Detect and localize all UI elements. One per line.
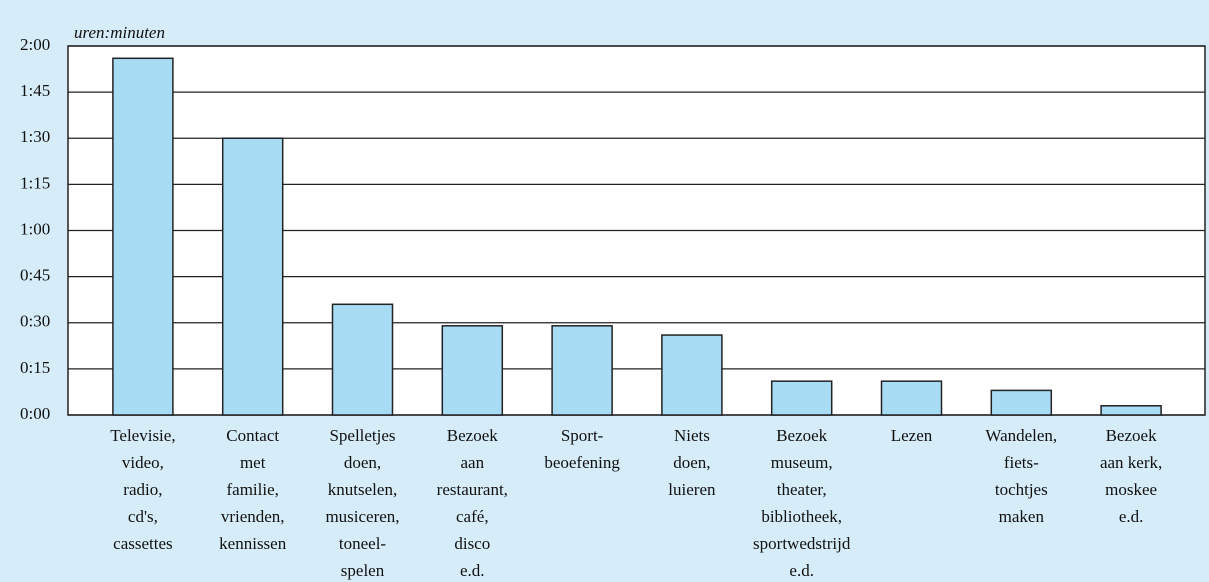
x-tick-label: doen, [673,453,710,472]
bar [990,389,1053,416]
x-tick-label: sportwedstrijd [753,534,851,553]
x-tick-label: tochtjes [995,480,1048,499]
x-tick-label: theater, [777,480,827,499]
x-tick-label: familie, [226,480,278,499]
y-tick-label: 2:00 [20,35,50,54]
y-tick-label: 0:45 [20,266,50,285]
x-tick-label: Bezoek [1106,426,1157,445]
y-tick-label: 0:15 [20,358,50,377]
y-tick-label: 1:30 [20,127,50,146]
x-tick-label: aan kerk, [1100,453,1162,472]
x-tick-label: video, [122,453,164,472]
x-tick-label: knutselen, [328,480,397,499]
x-tick-label: Bezoek [776,426,827,445]
x-tick-label: e.d. [1119,507,1144,526]
x-tick-label: museum, [771,453,833,472]
x-tick-label: luieren [668,480,716,499]
y-tick-label: 0:30 [20,312,50,331]
x-tick-label: restaurant, [437,480,508,499]
x-tick-label: Niets [674,426,710,445]
x-tick-label: café, [456,507,489,526]
y-tick-label: 1:45 [20,81,50,100]
x-tick-label: kennissen [219,534,287,553]
bar [221,137,284,416]
y-tick-label: 0:00 [20,404,50,423]
x-tick-label: vrienden, [221,507,285,526]
y-tick-label: 1:00 [20,219,50,238]
x-tick-label: Televisie, [110,426,175,445]
bar [661,334,723,416]
bar [770,380,833,416]
bar [880,380,943,416]
x-tick-label: disco [454,534,490,553]
x-tick-label: e.d. [789,561,814,580]
x-tick-label: cassettes [113,534,172,553]
bar [1100,405,1162,416]
y-tick-label: 1:15 [20,173,50,192]
x-tick-label: Contact [226,426,279,445]
x-tick-label: Bezoek [447,426,498,445]
x-tick-label: musiceren, [325,507,399,526]
bar [331,303,394,416]
x-tick-label: toneel- [339,534,387,553]
x-tick-label: Wandelen, [985,426,1057,445]
x-tick-label: cd's, [128,507,158,526]
x-tick-label: radio, [123,480,162,499]
x-tick-label: doen, [344,453,381,472]
x-tick-label: met [240,453,266,472]
x-tick-label: Spelletjes [329,426,395,445]
bar [112,57,174,416]
x-tick-label: moskee [1105,480,1157,499]
bar [441,325,504,416]
x-tick-label: e.d. [460,561,485,580]
bar [551,325,613,416]
x-tick-label: aan [461,453,485,472]
x-tick-label: beoefening [544,453,620,472]
x-tick-label: bibliotheek, [761,507,842,526]
x-tick-label: spelen [341,561,385,580]
x-tick-label: Sport- [561,426,604,445]
y-axis-label: uren:minuten [74,23,165,42]
x-tick-label: fiets- [1004,453,1039,472]
x-tick-label: Lezen [891,426,933,445]
x-tick-label: maken [999,507,1045,526]
